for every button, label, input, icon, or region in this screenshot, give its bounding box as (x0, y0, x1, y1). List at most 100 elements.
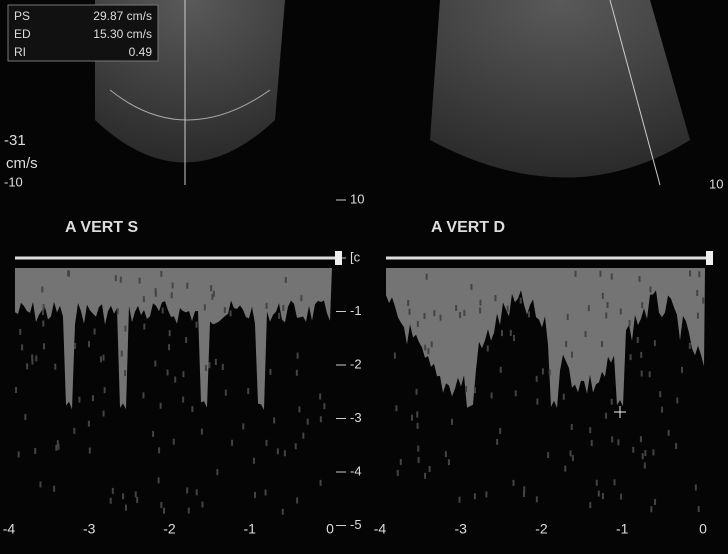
speckle (115, 275, 117, 281)
speckle (73, 428, 75, 434)
speckle (124, 326, 126, 332)
speckle (15, 387, 17, 393)
speckle (43, 304, 45, 310)
speckle (474, 387, 476, 393)
speckle (160, 271, 162, 277)
speckle (110, 498, 112, 504)
speckle (433, 310, 435, 316)
speckle (143, 296, 145, 302)
speckle (296, 498, 298, 504)
speckle (570, 450, 572, 456)
speckle (211, 294, 213, 300)
speckle (641, 370, 643, 376)
speckle (418, 457, 420, 463)
speckle (459, 312, 461, 318)
speckle (641, 302, 643, 308)
speckle (523, 491, 525, 497)
velocity-label: 10 (350, 191, 364, 206)
speckle (520, 298, 522, 304)
speckle (26, 363, 28, 369)
speckle (224, 307, 226, 313)
speckle (285, 277, 287, 283)
speckle (282, 305, 284, 311)
velocity-label: -5 (350, 517, 362, 532)
speckle (649, 371, 651, 377)
speckle (659, 391, 661, 397)
speckle (424, 345, 426, 351)
speckle (689, 343, 691, 349)
speckle (463, 310, 465, 316)
speckle (697, 313, 699, 319)
speckle (501, 330, 503, 336)
speckle (650, 506, 652, 512)
speckle (196, 489, 198, 495)
speckle (230, 310, 232, 316)
speckle (494, 295, 496, 301)
speckle (43, 343, 45, 349)
velocity-label: -4 (350, 463, 362, 478)
speckle (614, 479, 616, 485)
speckle (416, 389, 418, 395)
speckle (68, 271, 70, 277)
speckle (565, 341, 567, 347)
speckle (591, 440, 593, 446)
speckle (265, 440, 267, 446)
speckle (19, 329, 21, 335)
speckle (278, 313, 280, 319)
speckle (41, 286, 43, 292)
speckle (640, 436, 642, 442)
speckle (507, 306, 509, 312)
speckle (54, 364, 56, 370)
speckle (479, 300, 481, 306)
speckle (92, 395, 94, 401)
speckle (451, 419, 453, 425)
speckle (152, 431, 154, 437)
speckle (163, 508, 165, 514)
speckle (668, 430, 670, 436)
measure-label: RI (14, 45, 26, 59)
time-label: 0 (699, 521, 707, 537)
velocity-label: -2 (350, 356, 362, 371)
speckle (78, 397, 80, 403)
speckle (53, 486, 55, 492)
speckle (563, 394, 565, 400)
panel-label: A VERT S (65, 219, 139, 236)
speckle (445, 451, 447, 457)
speckle (644, 462, 646, 468)
panel-label: A VERT D (431, 219, 505, 236)
speckle (168, 344, 170, 350)
speckle (676, 397, 678, 403)
speckle (160, 403, 162, 409)
speckle (35, 355, 37, 361)
speckle (417, 321, 419, 327)
speckle (455, 305, 457, 311)
speckle (571, 352, 573, 358)
speckle (39, 481, 41, 487)
time-label: -2 (535, 521, 548, 537)
color-scale-min: -31 (4, 132, 26, 149)
speckle (599, 271, 601, 277)
speckle (282, 509, 284, 515)
speckle (204, 304, 206, 310)
speckle (499, 428, 501, 434)
speckle (695, 484, 697, 490)
speckle (266, 303, 268, 309)
speckle (536, 376, 538, 382)
speckle (42, 321, 44, 327)
speckle (100, 356, 102, 362)
velocity-label: [c (350, 249, 361, 264)
speckle (424, 473, 426, 479)
speckle (416, 411, 418, 417)
speckle (513, 480, 515, 486)
speckle (24, 414, 26, 420)
speckle (395, 405, 397, 411)
speckle (298, 406, 300, 412)
speckle (158, 477, 160, 483)
speckle (302, 433, 304, 439)
time-label: -2 (163, 521, 176, 537)
speckle (300, 295, 302, 301)
speckle (630, 354, 632, 360)
speckle (122, 493, 124, 499)
speckle (143, 324, 145, 330)
speckle (103, 355, 105, 361)
